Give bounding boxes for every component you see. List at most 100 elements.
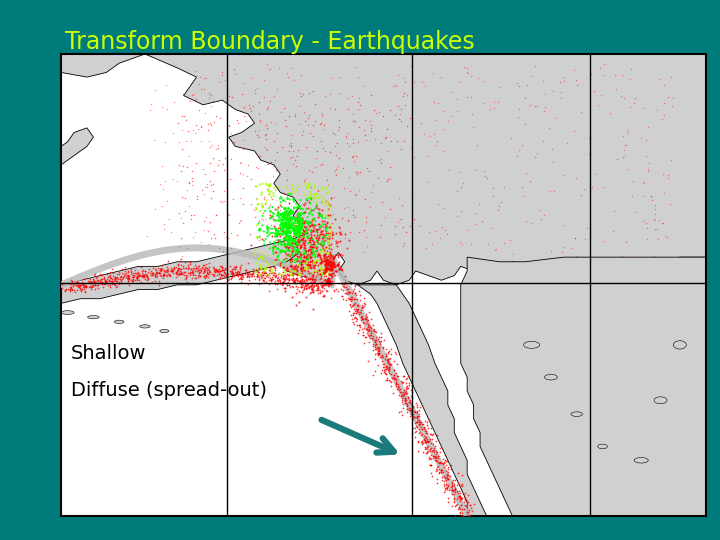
Point (161, 262, 173, 271)
Text: Transform Boundary - Earthquakes: Transform Boundary - Earthquakes (65, 30, 474, 53)
Point (257, 249, 269, 258)
Point (272, 224, 284, 232)
Point (343, 217, 354, 225)
Point (294, 255, 306, 264)
Point (295, 271, 307, 279)
Point (311, 190, 323, 198)
Point (315, 258, 327, 267)
Point (264, 182, 276, 191)
Point (264, 214, 276, 222)
Point (323, 231, 335, 240)
Point (67, 281, 78, 289)
Point (216, 264, 228, 272)
Point (294, 183, 305, 191)
Point (368, 320, 379, 329)
Point (375, 333, 387, 341)
Point (531, 102, 542, 110)
Point (258, 274, 270, 283)
Point (204, 137, 215, 145)
Point (281, 211, 292, 220)
Point (399, 396, 410, 404)
Point (275, 209, 287, 218)
Point (173, 138, 184, 146)
Point (400, 395, 412, 404)
Point (318, 223, 329, 232)
Point (408, 153, 420, 161)
Point (288, 224, 300, 232)
Point (249, 182, 261, 191)
Point (278, 188, 289, 197)
Point (315, 279, 326, 288)
Point (386, 374, 397, 382)
Point (320, 260, 332, 268)
Point (456, 505, 468, 514)
Point (434, 458, 446, 467)
Point (91, 276, 103, 285)
Point (276, 212, 287, 220)
Point (281, 183, 292, 192)
Point (299, 281, 310, 289)
Point (390, 222, 401, 231)
Point (454, 168, 465, 177)
Point (248, 267, 260, 275)
Point (324, 247, 336, 256)
Point (203, 265, 215, 274)
Point (110, 282, 122, 291)
Point (252, 233, 264, 242)
Point (367, 181, 379, 190)
Point (637, 192, 649, 200)
Point (300, 272, 311, 280)
Point (520, 168, 531, 177)
Point (347, 139, 359, 147)
Point (351, 321, 363, 329)
Point (271, 148, 282, 157)
Point (194, 271, 205, 279)
Point (367, 332, 379, 340)
Point (346, 302, 358, 310)
Point (198, 265, 210, 273)
Point (276, 220, 288, 229)
Point (205, 194, 217, 202)
Point (300, 225, 312, 234)
Point (400, 382, 412, 391)
Point (64, 285, 76, 293)
Point (66, 279, 78, 287)
Point (438, 482, 450, 491)
Point (217, 160, 229, 168)
Point (662, 170, 674, 179)
Point (312, 239, 324, 248)
Point (292, 211, 303, 219)
Point (493, 83, 505, 92)
Point (258, 93, 270, 102)
Point (384, 354, 396, 362)
Point (278, 267, 289, 276)
Point (171, 176, 182, 185)
Point (148, 270, 159, 279)
Point (150, 205, 161, 213)
Point (420, 445, 431, 454)
Point (315, 120, 326, 129)
Point (420, 433, 431, 441)
Point (129, 275, 140, 284)
Point (299, 272, 310, 280)
Point (127, 271, 139, 280)
Point (407, 412, 418, 421)
Point (347, 318, 359, 327)
Point (438, 460, 449, 468)
Point (321, 184, 333, 192)
Point (199, 264, 211, 273)
Point (144, 268, 156, 277)
Point (107, 269, 119, 278)
Point (292, 283, 304, 292)
Point (312, 146, 323, 155)
Point (179, 206, 190, 215)
Point (312, 186, 324, 194)
Point (291, 223, 302, 232)
Point (282, 215, 294, 224)
Point (441, 481, 452, 490)
Point (449, 484, 461, 493)
Point (99, 280, 111, 288)
Point (269, 266, 281, 275)
Point (472, 140, 483, 149)
Point (277, 262, 289, 271)
